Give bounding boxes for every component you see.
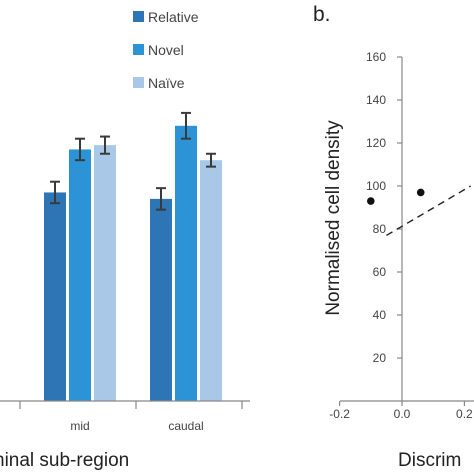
scatter-y-tick-label-20: 20 (373, 351, 387, 365)
scatter-chart-panel: b. 20 40 60 80 100 120 140 160 -0.2 0.0 0.2 Norma… (313, 3, 474, 471)
scatter-y-tick-label-140: 140 (366, 93, 386, 107)
error-bar-caudal-novel (181, 111, 191, 140)
scatter-y-tick-label-100: 100 (366, 179, 386, 193)
scatter-point-1 (367, 197, 375, 205)
panel-label-b: b. (313, 3, 331, 26)
bar-x-axis-title: hinal sub-region (0, 450, 129, 471)
error-bar-mid-novel (75, 137, 85, 162)
error-bar-mid-naïve (100, 135, 110, 155)
scatter-points (367, 188, 425, 205)
bar-mid-relative (44, 192, 66, 401)
scatter-trendline (386, 185, 471, 237)
scatter-x-axis-title: Discrim (398, 450, 461, 471)
bar-category-label-caudal: caudal (168, 419, 203, 433)
error-bar-caudal-relative (156, 187, 166, 211)
error-bar-mid-relative (50, 180, 60, 205)
bar-category-labels: mid caudal (70, 419, 203, 433)
scatter-x-tick-label-0.2: 0.2 (456, 407, 473, 421)
legend-label-relative: Relative (148, 9, 199, 25)
scatter-x-tick-label--0.2: -0.2 (329, 407, 350, 421)
bar-mid-novel (69, 149, 91, 401)
scatter-y-tick-label-80: 80 (373, 222, 387, 236)
legend-swatch-relative (133, 11, 144, 22)
legend-label-naïve: Naïve (148, 75, 185, 91)
bar-chart-panel: mid caudal hinal sub-region Relative Novel… (0, 9, 250, 471)
bar-caudal-relative (150, 198, 172, 401)
scatter-y-axis-title: Normalised cell density (323, 120, 344, 316)
scatter-y-ticks: 20 40 60 80 100 120 140 160 (366, 50, 402, 365)
bar-caudal-novel (175, 125, 197, 402)
bars-layer (44, 125, 222, 402)
legend-swatch-novel (133, 44, 144, 55)
scatter-y-tick-label-60: 60 (373, 265, 387, 279)
scatter-y-tick-label-40: 40 (373, 308, 387, 322)
scatter-point-2 (416, 188, 425, 197)
legend-label-novel: Novel (148, 42, 184, 58)
bar-mid-naïve (94, 145, 116, 401)
bar-legend: Relative Novel Naïve (133, 9, 199, 91)
legend-swatch-naïve (133, 77, 144, 88)
bar-category-label-mid: mid (70, 419, 89, 433)
bar-category-ticks (19, 401, 243, 409)
error-bars-layer (50, 111, 216, 211)
scatter-x-ticks: -0.2 0.0 0.2 (329, 401, 473, 421)
bar-caudal-naïve (200, 160, 222, 401)
scatter-x-tick-label-0.0: 0.0 (394, 407, 411, 421)
scatter-y-tick-label-160: 160 (366, 50, 386, 64)
scatter-y-tick-label-120: 120 (366, 136, 386, 150)
error-bar-caudal-naïve (206, 152, 216, 168)
